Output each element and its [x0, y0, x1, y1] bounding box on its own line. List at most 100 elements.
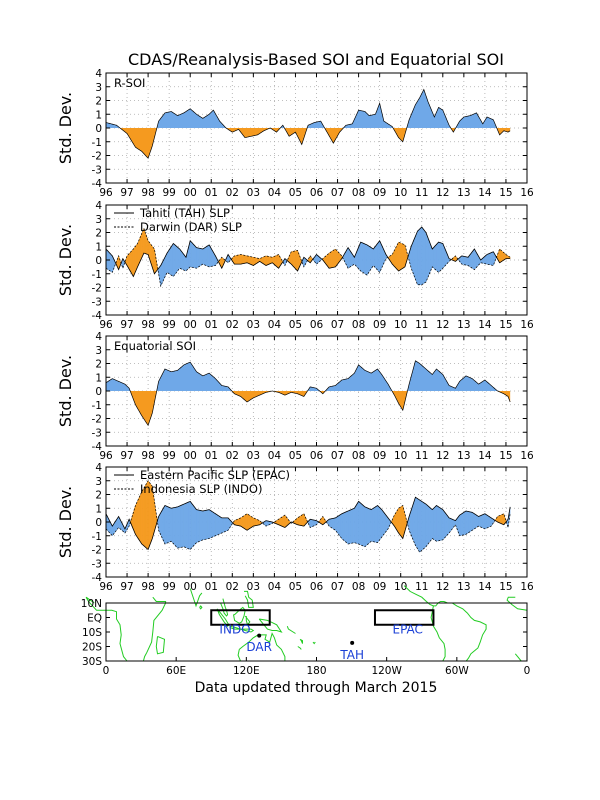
y-tick-label: 1: [95, 372, 102, 384]
x-tick-label: 96: [99, 581, 113, 593]
coastline: [85, 596, 128, 662]
coastline: [237, 649, 241, 662]
positive-fill: [106, 360, 511, 391]
x-tick-label: 10: [394, 319, 407, 331]
x-tick-label: 97: [120, 581, 133, 593]
x-tick-label: 04: [268, 187, 282, 199]
coastline: [238, 632, 286, 661]
x-tick-label: 02: [226, 581, 239, 593]
negative-fill: [106, 391, 511, 426]
y-axis-label: Std. Dev.: [56, 92, 75, 164]
y-tick-label: 4: [95, 68, 102, 80]
y-tick-label: -2: [92, 414, 102, 426]
positive-fill: [106, 89, 511, 128]
map-frame: [105, 602, 528, 662]
x-tick-label: 97: [120, 187, 133, 199]
region-box-indo: [210, 609, 271, 626]
legend-entry: Eastern Pacific SLP (EPAC): [140, 468, 290, 482]
coastline: [244, 615, 251, 626]
coastline: [514, 653, 522, 662]
x-tick-label: 00: [184, 581, 197, 593]
x-tick-label: 00: [184, 319, 197, 331]
y-tick-label: -3: [92, 164, 102, 176]
x-tick-label: 14: [478, 450, 492, 462]
lat-tick-label: 10S: [82, 627, 102, 639]
negative-fill: [106, 128, 511, 159]
y-tick-label: -2: [92, 151, 102, 163]
legend-entry: Darwin (DAR) SLP: [140, 220, 242, 234]
x-tick-label: 06: [310, 450, 324, 462]
lon-tick-label: 0: [103, 665, 110, 677]
y-tick-label: 4: [95, 462, 102, 474]
x-tick-label: 02: [226, 187, 239, 199]
y-tick-label: 3: [95, 82, 102, 94]
y-tick-label: -3: [92, 296, 102, 308]
legend-entry: Tahiti (TAH) SLP: [139, 206, 230, 220]
x-tick-label: 99: [162, 450, 175, 462]
region-box-epac: [373, 609, 435, 626]
x-tick-label: 10: [394, 450, 407, 462]
x-tick-label: 13: [457, 450, 470, 462]
y-tick-label: -4: [92, 572, 103, 584]
y-tick-label: 1: [95, 109, 102, 121]
lat-tick-label: 30S: [82, 656, 102, 668]
x-tick-label: 07: [331, 319, 344, 331]
coastline: [229, 625, 241, 630]
x-tick-label: 01: [205, 187, 218, 199]
y-tick-label: -1: [92, 137, 102, 149]
y-tick-label: 0: [95, 517, 102, 529]
y-tick-label: 4: [95, 200, 102, 212]
x-tick-label: 06: [310, 187, 324, 199]
x-tick-label: 08: [352, 581, 365, 593]
coastline: [155, 635, 166, 655]
lon-tick-label: 0: [524, 665, 531, 677]
x-tick-label: 03: [247, 187, 260, 199]
y-tick-label: 0: [95, 386, 102, 398]
x-tick-label: 07: [331, 581, 344, 593]
x-tick-label: 06: [310, 581, 324, 593]
x-tick-label: 96: [99, 450, 113, 462]
coastline: [506, 596, 528, 611]
coastline: [199, 605, 203, 610]
x-tick-label: 11: [415, 187, 428, 199]
coastline: [233, 606, 246, 624]
x-tick-label: 06: [310, 319, 324, 331]
lon-tick-label: 60E: [166, 665, 186, 677]
y-tick-label: -2: [92, 545, 102, 557]
series-line: [105, 360, 511, 427]
series-line: [105, 88, 511, 159]
x-tick-label: 10: [394, 581, 407, 593]
x-tick-label: 09: [373, 187, 386, 199]
x-tick-label: 13: [457, 187, 470, 199]
x-tick-label: 11: [415, 450, 428, 462]
x-tick-label: 14: [478, 581, 492, 593]
update-note: Data updated through March 2015: [195, 680, 438, 696]
x-tick-label: 99: [162, 187, 175, 199]
y-tick-label: 2: [95, 96, 102, 108]
series-line-solid: [105, 496, 511, 551]
y-tick-label: -4: [92, 441, 103, 453]
x-tick-label: 03: [247, 581, 260, 593]
coastline: [286, 626, 296, 634]
x-tick-label: 10: [394, 187, 407, 199]
series-line-dashed: [105, 480, 511, 553]
legend: Eastern Pacific SLP (EPAC)Indonesia SLP …: [114, 468, 290, 496]
panel-label: Equatorial SOI: [114, 339, 196, 353]
y-tick-label: 3: [95, 476, 102, 488]
y-tick-label: -1: [92, 269, 102, 281]
series-line-solid: [105, 226, 511, 278]
lat-tick-label: 20S: [82, 642, 102, 654]
x-tick-label: 13: [457, 319, 470, 331]
lon-tick-label: 180: [306, 665, 326, 677]
x-tick-label: 04: [268, 450, 282, 462]
y-tick-label: -4: [92, 178, 103, 190]
x-tick-label: 97: [120, 319, 133, 331]
fills: [106, 89, 511, 159]
x-tick-label: 97: [120, 450, 133, 462]
y-tick-label: -1: [92, 531, 102, 543]
region-label: EPAC: [393, 622, 423, 636]
lat-tick-label: EQ: [87, 613, 102, 625]
station-label: DAR: [246, 640, 272, 654]
